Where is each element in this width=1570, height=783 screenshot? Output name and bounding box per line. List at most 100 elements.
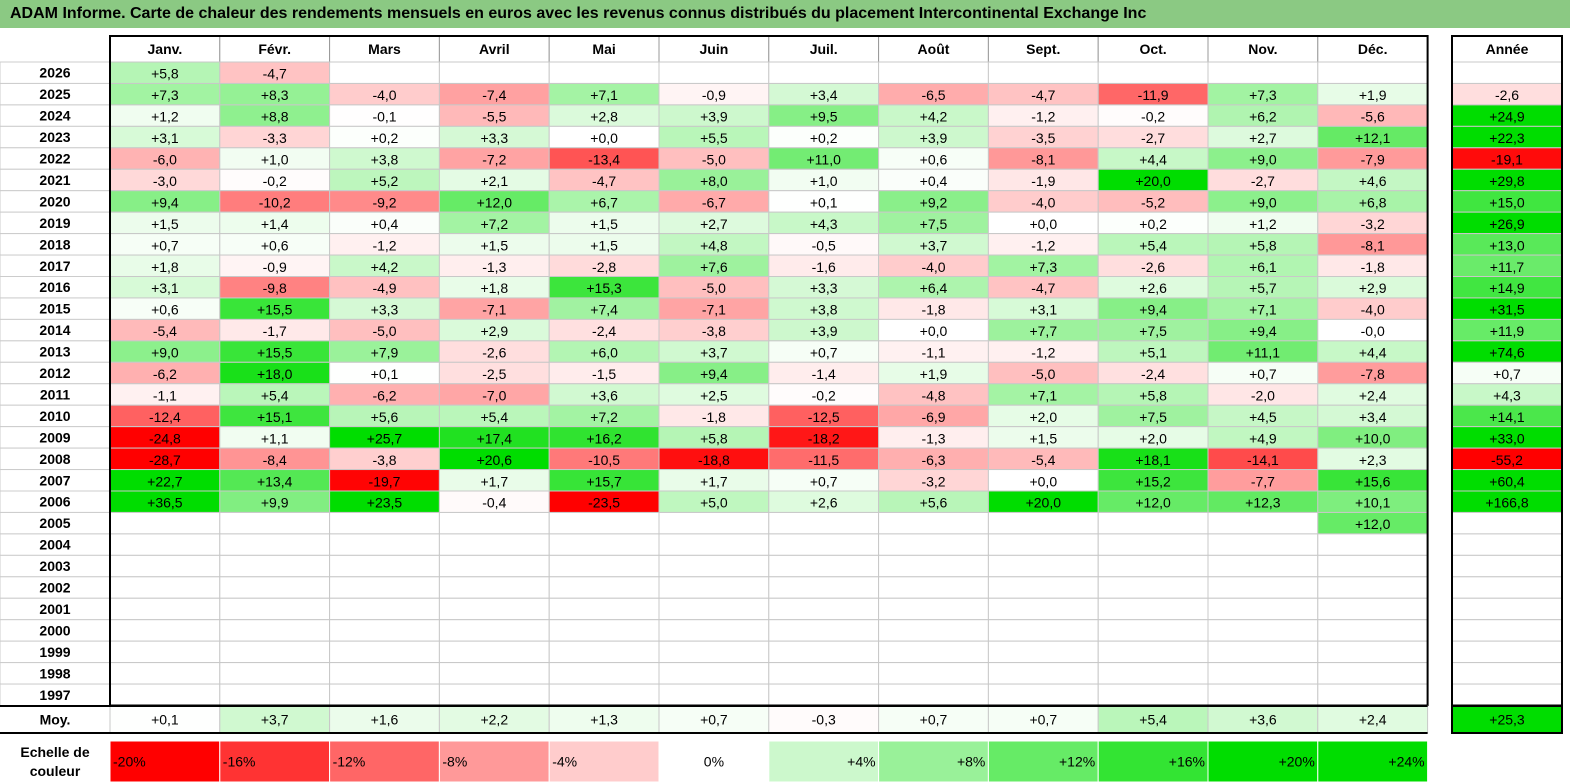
heatmap-cell bbox=[878, 683, 989, 706]
heatmap-cell bbox=[768, 662, 880, 685]
cell-value: +0,7 bbox=[1249, 366, 1277, 382]
scale-label-value: 0% bbox=[704, 754, 724, 770]
cell-value: +15,3 bbox=[586, 280, 622, 296]
cell-value: +5,8 bbox=[1139, 387, 1167, 403]
cell-value: +7,5 bbox=[920, 216, 948, 232]
cell-value: +5,8 bbox=[1249, 237, 1277, 253]
heatmap-cell bbox=[219, 597, 331, 621]
cell-value: +2,6 bbox=[810, 495, 838, 511]
cell-value: +0,0 bbox=[1029, 473, 1057, 489]
heatmap-cell bbox=[329, 683, 440, 706]
cell-value: -13,4 bbox=[588, 152, 620, 168]
cell-value: +3,3 bbox=[371, 302, 399, 318]
cell-value: -5,6 bbox=[1361, 109, 1385, 125]
year-label: 2013 bbox=[39, 344, 70, 360]
heatmap-cell bbox=[438, 511, 550, 535]
cell-value: +20,0 bbox=[1135, 173, 1171, 189]
column-header-label: Mai bbox=[592, 41, 615, 57]
cell-value: +5,4 bbox=[261, 387, 289, 403]
heatmap-cell bbox=[438, 662, 550, 685]
cell-value: +9,0 bbox=[1249, 152, 1277, 168]
cell-value: -19,7 bbox=[369, 473, 401, 489]
cell-value: +15,2 bbox=[1135, 473, 1171, 489]
cell-value: +2,0 bbox=[1139, 430, 1167, 446]
cell-value: +5,4 bbox=[480, 409, 508, 425]
column-header-label: Déc. bbox=[1358, 41, 1388, 57]
cell-value: +20,6 bbox=[477, 452, 513, 468]
cell-value: -4,7 bbox=[1031, 87, 1055, 103]
cell-value: +2,9 bbox=[480, 323, 508, 339]
heatmap-cell bbox=[329, 511, 440, 535]
cell-value: +6,8 bbox=[1359, 194, 1387, 210]
annual-value: +31,5 bbox=[1489, 302, 1525, 318]
heatmap-cell bbox=[1207, 662, 1319, 685]
cell-value: -7,7 bbox=[1251, 473, 1275, 489]
heatmap-cell bbox=[219, 533, 331, 556]
column-header-label: Sept. bbox=[1026, 41, 1060, 57]
heatmap-cell bbox=[1097, 554, 1209, 578]
cell-value: -5,0 bbox=[702, 152, 726, 168]
cell-value: +7,2 bbox=[480, 216, 508, 232]
heatmap-cell bbox=[438, 576, 550, 599]
average-value: +0,7 bbox=[1029, 712, 1057, 728]
cell-value: +7,5 bbox=[1139, 409, 1167, 425]
scale-label-value: +24% bbox=[1388, 754, 1424, 770]
year-label: 2010 bbox=[39, 408, 70, 424]
heatmap-cell bbox=[1097, 640, 1209, 664]
cell-value: +8,0 bbox=[700, 173, 728, 189]
cell-value: +0,7 bbox=[810, 473, 838, 489]
cell-value: +17,4 bbox=[477, 430, 513, 446]
column-header-label: Juin bbox=[700, 41, 729, 57]
heatmap-cell bbox=[438, 554, 550, 578]
heatmap-cell bbox=[1207, 640, 1319, 664]
heatmap-cell bbox=[548, 61, 660, 84]
cell-value: +0,0 bbox=[590, 130, 618, 146]
cell-value: -8,4 bbox=[263, 452, 287, 468]
heatmap-cell bbox=[438, 597, 550, 621]
heatmap-cell bbox=[548, 619, 660, 642]
heatmap-cell bbox=[768, 576, 880, 599]
cell-value: -2,4 bbox=[1141, 366, 1165, 382]
heatmap-cell bbox=[1317, 597, 1429, 621]
heatmap-cell bbox=[1317, 533, 1429, 556]
cell-value: -1,3 bbox=[921, 430, 945, 446]
cell-value: -0,9 bbox=[263, 259, 287, 275]
heatmap-cell bbox=[1097, 576, 1209, 599]
heatmap-cell bbox=[329, 554, 440, 578]
cell-value: -1,8 bbox=[1361, 259, 1385, 275]
cell-value: +15,1 bbox=[257, 409, 293, 425]
cell-value: +36,5 bbox=[147, 495, 183, 511]
cell-value: +3,9 bbox=[700, 109, 728, 125]
cell-value: +3,8 bbox=[371, 152, 399, 168]
cell-value: +5,0 bbox=[700, 495, 728, 511]
heatmap-cell bbox=[219, 683, 331, 706]
annual-value: +13,0 bbox=[1489, 237, 1525, 253]
cell-value: +9,9 bbox=[261, 495, 289, 511]
cell-value: +0,6 bbox=[151, 302, 179, 318]
column-header-label: Nov. bbox=[1248, 41, 1277, 57]
year-label: 2023 bbox=[39, 129, 70, 145]
heatmap-cell bbox=[548, 554, 660, 578]
year-label: 2000 bbox=[39, 622, 70, 638]
heatmap-cell bbox=[438, 683, 550, 706]
cell-value: +9,4 bbox=[700, 366, 728, 382]
annual-value: +22,3 bbox=[1489, 130, 1525, 146]
cell-value: +0,1 bbox=[810, 194, 838, 210]
cell-value: +6,7 bbox=[590, 194, 618, 210]
year-label: 2014 bbox=[39, 322, 70, 338]
cell-value: -6,5 bbox=[921, 87, 945, 103]
cell-value: -1,5 bbox=[592, 366, 616, 382]
heatmap-cell bbox=[109, 597, 221, 621]
cell-value: +3,7 bbox=[700, 345, 728, 361]
year-label: 2002 bbox=[39, 580, 70, 596]
cell-value: -5,4 bbox=[1031, 452, 1055, 468]
heatmap-cell bbox=[658, 619, 770, 642]
cell-value: +3,9 bbox=[920, 130, 948, 146]
cell-value: -2,7 bbox=[1141, 130, 1165, 146]
cell-value: -7,9 bbox=[1361, 152, 1385, 168]
cell-value: +10,1 bbox=[1355, 495, 1391, 511]
cell-value: +0,6 bbox=[261, 237, 289, 253]
cell-value: -24,8 bbox=[149, 430, 181, 446]
year-label: 2016 bbox=[39, 279, 70, 295]
year-label: 1997 bbox=[39, 687, 70, 703]
